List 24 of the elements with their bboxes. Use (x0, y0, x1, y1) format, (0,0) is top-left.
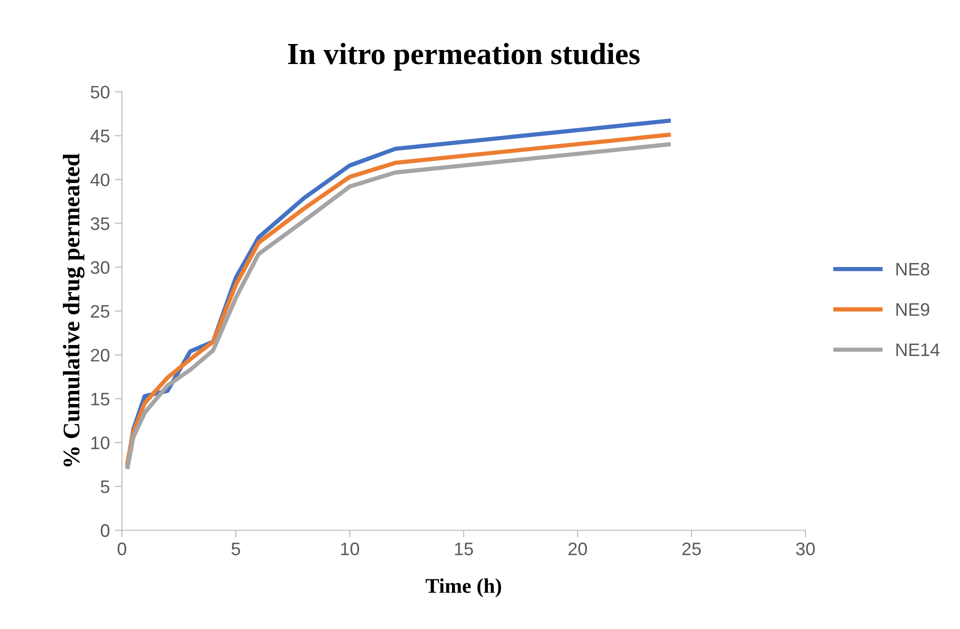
y-axis-title: % Cumulative drug permeated (62, 154, 84, 466)
y-tick-label: 25 (90, 304, 110, 318)
legend-label: NE14 (896, 344, 940, 356)
y-tick-label: 35 (90, 217, 110, 230)
y-tick-label: 10 (91, 436, 110, 450)
legend-label: NE9 (896, 303, 930, 316)
y-tick-label: 40 (90, 173, 110, 186)
x-tick-label: 30 (796, 542, 815, 556)
x-tick-label: 20 (568, 542, 587, 556)
x-axis-title: Time (h) (426, 578, 502, 598)
x-tick-label: 25 (682, 542, 701, 556)
y-tick-label: 30 (90, 261, 110, 274)
x-tick-label: 0 (118, 542, 126, 556)
chart-title: In vitro permeation studies (288, 42, 640, 71)
x-tick-label: 5 (232, 542, 240, 556)
y-tick-label: 5 (100, 480, 110, 494)
x-tick-label: 15 (455, 542, 473, 556)
x-tick-label: 10 (341, 542, 360, 556)
y-tick-label: 45 (90, 130, 110, 142)
y-tick-label: 50 (90, 86, 110, 99)
y-tick-label: 20 (90, 348, 110, 362)
y-tick-label: 0 (100, 524, 110, 537)
y-tick-label: 15 (91, 392, 110, 406)
legend-label: NE8 (896, 262, 930, 276)
